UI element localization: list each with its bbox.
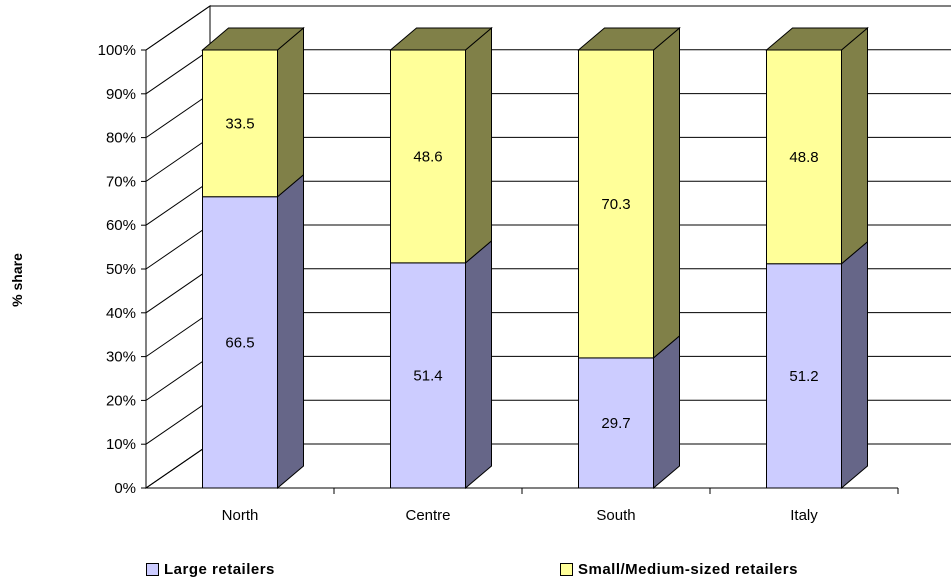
bar-side-small-medium-sized-retailers: [841, 26, 868, 265]
x-tick-label: Italy: [790, 507, 818, 524]
x-tick-label: North: [222, 507, 259, 524]
bar-front-small-medium-sized-retailers: [202, 49, 278, 198]
gridline: [145, 5, 951, 51]
x-tick-label: South: [596, 507, 635, 524]
labels: 66.5 33.5 51.4 48.6 29.7 70.3 51.2 48.8: [225, 115, 818, 432]
y-tick-label: 0%: [114, 480, 136, 497]
bar-front-small-medium-sized-retailers: [390, 49, 466, 264]
bar-front-small-medium-sized-retailers: [766, 49, 842, 265]
y-tick-label: 80%: [106, 130, 136, 147]
legend-label-small-medium-retailers: Small/Medium-sized retailers: [578, 561, 798, 578]
bar-side-large-retailers: [277, 173, 304, 490]
bar-top-small-medium-sized-retailers: [389, 27, 493, 51]
y-tick-label: 90%: [106, 86, 136, 103]
data-label: 51.4: [413, 367, 442, 384]
legend-label-large-retailers: Large retailers: [164, 561, 275, 578]
legend-swatch-large-retailers: [146, 563, 159, 576]
y-tick-label: 40%: [106, 305, 136, 322]
bar-side-large-retailers: [465, 239, 492, 490]
y-tick-label: 10%: [106, 436, 136, 453]
y-tick-label: 60%: [106, 217, 136, 234]
bar-side-small-medium-sized-retailers: [277, 26, 304, 198]
bar-side-small-medium-sized-retailers: [465, 26, 492, 264]
axes: 0% 10% 20% 30% 40% 50% 60% 70% 80% 90% 100% North Ce…: [98, 42, 899, 524]
data-label: 29.7: [601, 415, 630, 432]
legend-item-small-medium-retailers: Small/Medium-sized retailers: [560, 561, 798, 578]
data-label: 51.2: [789, 368, 818, 385]
data-label: 70.3: [601, 196, 630, 213]
y-tick-label: 30%: [106, 349, 136, 366]
y-axis-label: % share: [9, 253, 25, 307]
bar-side-large-retailers: [841, 240, 868, 490]
bar-front-small-medium-sized-retailers: [578, 49, 654, 359]
y-tick-label: 100%: [98, 42, 136, 59]
y-tick-label: 70%: [106, 173, 136, 190]
legend-swatch-small-medium-retailers: [560, 563, 573, 576]
bars: [201, 26, 869, 490]
bar-front-large-retailers: [766, 263, 842, 489]
x-tick-label: Centre: [405, 507, 450, 524]
bar-side-large-retailers: [653, 334, 680, 490]
data-label: 66.5: [225, 334, 254, 351]
data-label: 33.5: [225, 115, 254, 132]
data-label: 48.8: [789, 149, 818, 166]
bar-front-large-retailers: [202, 196, 278, 489]
bar-front-large-retailers: [578, 357, 654, 489]
legend-item-large-retailers: Large retailers: [146, 561, 275, 578]
bar-side-small-medium-sized-retailers: [653, 26, 680, 359]
data-label: 48.6: [413, 148, 442, 165]
bar-top-small-medium-sized-retailers: [577, 27, 681, 51]
y-tick-label: 50%: [106, 261, 136, 278]
bar-top-small-medium-sized-retailers: [201, 27, 305, 51]
bar-top-small-medium-sized-retailers: [765, 27, 869, 51]
y-tick-label: 20%: [106, 392, 136, 409]
